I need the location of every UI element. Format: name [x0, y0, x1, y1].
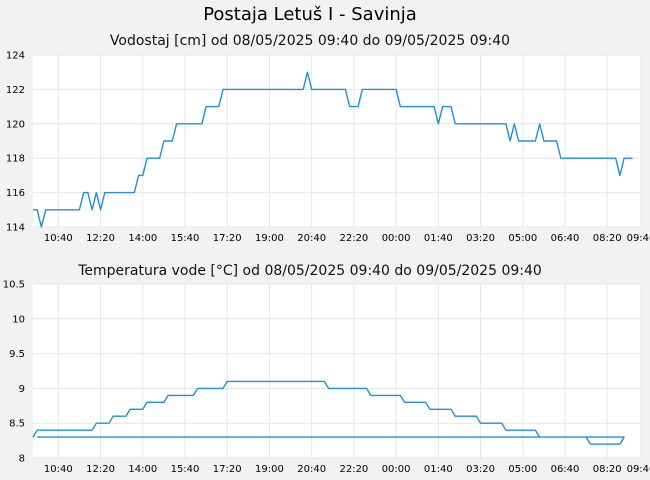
y-tick-label: 122: [6, 85, 25, 96]
x-tick-label: 10:40: [44, 464, 73, 475]
x-tick-label: 10:40: [44, 233, 73, 244]
x-tick-label: 14:00: [128, 464, 157, 475]
x-tick-label: 08:20: [593, 464, 622, 475]
x-tick-label: 17:20: [213, 233, 242, 244]
y-tick-label: 10: [12, 314, 25, 325]
y-tick-label: 124: [6, 51, 25, 62]
series-line: [33, 71, 633, 228]
x-tick-label: 22:20: [339, 233, 368, 244]
y-tick-label: 120: [6, 119, 25, 130]
x-tick-label: 00:00: [382, 233, 411, 244]
chart-title: Temperatura vode [°C] od 08/05/2025 09:4…: [77, 263, 542, 279]
x-tick-label: 19:00: [255, 233, 284, 244]
y-tick-label: 116: [6, 188, 25, 199]
series-line: [32, 380, 625, 445]
y-tick-label: 10.5: [3, 280, 25, 291]
x-tick-label: 03:20: [466, 464, 495, 475]
x-tick-label: 20:40: [297, 233, 326, 244]
x-tick-label: 05:00: [508, 233, 537, 244]
x-tick-label: 00:00: [382, 464, 411, 475]
y-tick-label: 8.5: [9, 419, 25, 430]
x-tick-label: 14:00: [128, 233, 157, 244]
y-tick-label: 114: [6, 223, 25, 234]
x-tick-label: 15:40: [171, 464, 200, 475]
x-tick-label: 03:20: [466, 233, 495, 244]
y-tick-label: 118: [6, 154, 25, 165]
plot-area: [33, 55, 641, 227]
x-tick-label: 01:40: [424, 464, 453, 475]
y-tick-label: 9: [19, 384, 25, 395]
x-tick-label: 17:20: [213, 464, 242, 475]
x-tick-label: 05:00: [508, 464, 537, 475]
plot-area: [33, 284, 641, 458]
x-tick-label: 08:20: [593, 233, 622, 244]
x-tick-label: 12:20: [86, 233, 115, 244]
chart-title: Vodostaj [cm] od 08/05/2025 09:40 do 09/…: [110, 33, 510, 49]
x-tick-label: 19:00: [255, 464, 284, 475]
x-tick-label: 06:40: [551, 464, 580, 475]
x-tick-label: 15:40: [171, 233, 200, 244]
x-tick-label: 09:40: [627, 233, 650, 244]
x-tick-label: 20:40: [297, 464, 326, 475]
y-tick-label: 9.5: [9, 349, 25, 360]
x-tick-label: 12:20: [86, 464, 115, 475]
x-tick-label: 22:20: [339, 464, 368, 475]
page-title: Postaja Letuš I - Savinja: [203, 4, 417, 25]
y-tick-label: 8: [19, 454, 25, 465]
x-tick-label: 01:40: [424, 233, 453, 244]
x-tick-label: 09:40: [627, 464, 650, 475]
x-tick-label: 06:40: [551, 233, 580, 244]
